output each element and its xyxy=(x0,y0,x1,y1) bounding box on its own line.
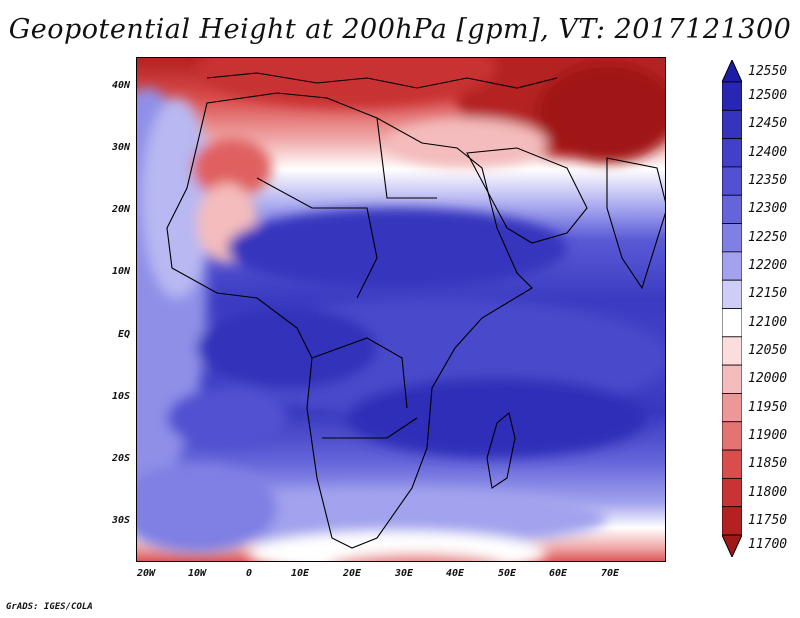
height-field-map xyxy=(137,58,665,561)
map-panel xyxy=(136,57,666,562)
colorbar-label: 12450 xyxy=(748,116,788,132)
lat-label: 30N xyxy=(111,142,130,153)
colorbar-swatch xyxy=(722,364,742,394)
colorbar-label: 12350 xyxy=(748,173,788,189)
lat-label: 10S xyxy=(111,391,130,402)
lon-label: 10W xyxy=(187,568,207,579)
lon-label: 0 xyxy=(245,568,253,579)
colorbar xyxy=(722,60,742,557)
colorbar-label: 12100 xyxy=(748,314,788,330)
lat-label: 20N xyxy=(111,204,130,215)
colorbar-label: 12500 xyxy=(748,88,788,104)
colorbar-bottom-arrow xyxy=(722,534,742,557)
lon-label: 60E xyxy=(548,568,568,579)
colorbar-swatch xyxy=(722,223,742,253)
lon-label: 70E xyxy=(600,568,620,579)
lat-label: 30S xyxy=(111,515,130,526)
colorbar-swatch xyxy=(722,81,742,111)
lon-label: 20E xyxy=(342,568,362,579)
colorbar-swatch xyxy=(722,308,742,338)
colorbar-label: 12050 xyxy=(748,342,788,358)
colorbar-swatch xyxy=(722,477,742,508)
colorbar-label: 11900 xyxy=(748,427,788,443)
lon-label: 10E xyxy=(290,568,310,579)
coastlines xyxy=(166,72,665,549)
lon-label: 50E xyxy=(497,568,517,579)
colorbar-label: 12200 xyxy=(748,258,788,274)
lat-label: 20S xyxy=(111,453,130,464)
colorbar-label: 12400 xyxy=(748,144,788,160)
colorbar-swatch xyxy=(722,194,742,224)
colorbar-swatch xyxy=(722,138,742,168)
colorbar-label: 12550 xyxy=(748,64,788,80)
colorbar-swatch xyxy=(722,506,742,536)
colorbar-swatch xyxy=(722,109,742,140)
lon-label: 20W xyxy=(136,568,156,579)
colorbar-top-arrow xyxy=(722,60,742,83)
colorbar-label: 12250 xyxy=(748,229,788,245)
colorbar-swatch xyxy=(722,251,742,281)
colorbar-swatch xyxy=(722,166,742,196)
field-features xyxy=(137,58,665,561)
colorbar-label: 12300 xyxy=(748,201,788,217)
colorbar-swatch xyxy=(722,421,742,451)
lat-label: 10N xyxy=(111,266,130,277)
lat-label: 40N xyxy=(111,80,130,91)
lon-label: 40E xyxy=(445,568,465,579)
colorbar-label: 11750 xyxy=(748,512,788,528)
lon-label: 30E xyxy=(394,568,414,579)
colorbar-label: 11700 xyxy=(748,536,788,552)
colorbar-label: 12000 xyxy=(748,371,788,387)
map-title: Geopotential Height at 200hPa [gpm], VT:… xyxy=(8,14,792,45)
colorbar-swatch xyxy=(722,336,742,366)
colorbar-swatch xyxy=(722,393,742,423)
colorbar-swatch xyxy=(722,279,742,309)
colorbar-label: 11950 xyxy=(748,399,788,415)
grads-credit: GrADS: IGES/COLA xyxy=(6,602,93,612)
colorbar-label: 12150 xyxy=(748,286,788,302)
colorbar-label: 11850 xyxy=(748,456,788,472)
colorbar-label: 11800 xyxy=(748,484,788,500)
lat-label: EQ xyxy=(117,329,130,340)
colorbar-swatch xyxy=(722,449,742,479)
